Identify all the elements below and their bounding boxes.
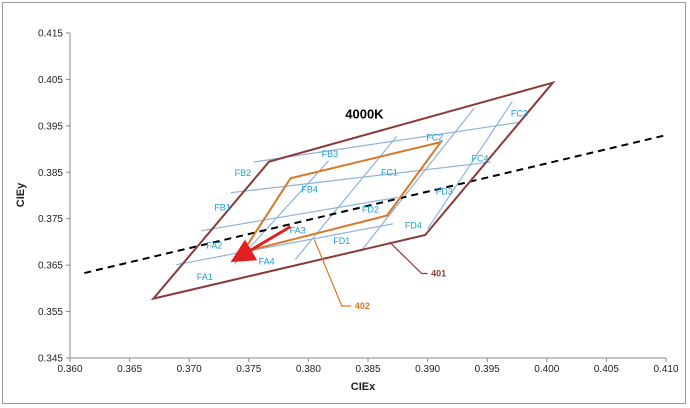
bin-boundary-line <box>230 161 491 194</box>
x-tick-label: 0.390 <box>415 364 440 375</box>
y-axis-title: CIEy <box>15 182 27 207</box>
red-arrow <box>230 225 292 263</box>
bin-label: FB3 <box>322 149 339 159</box>
x-axis-title: CIEx <box>351 381 376 393</box>
annotation-401: 401 <box>431 269 446 279</box>
bin-label: FC2 <box>426 132 443 142</box>
bin-label: FA4 <box>259 256 275 266</box>
bin-label: FC3 <box>511 108 528 118</box>
y-tick-label: 0.375 <box>38 214 63 225</box>
bin-boundary-line <box>201 196 398 232</box>
bin-boundary-line <box>175 223 394 266</box>
annotations: 4000K 401 402 <box>230 106 446 311</box>
bin-boundary-line <box>253 121 521 163</box>
x-tick-label: 0.380 <box>296 364 321 375</box>
x-tick-label: 0.410 <box>653 364 678 375</box>
x-tick-label: 0.360 <box>57 364 82 375</box>
bin-boundary-line <box>360 107 475 252</box>
bin-label: FC1 <box>381 167 398 177</box>
bin-label: FB4 <box>301 184 318 194</box>
y-tick-label: 0.355 <box>38 307 63 318</box>
bin-label: FB1 <box>214 203 231 213</box>
x-tick-label: 0.395 <box>475 364 500 375</box>
bin-label: FB2 <box>235 168 252 178</box>
y-tick-label: 0.405 <box>38 75 63 86</box>
axes: 0.360 0.365 0.370 0.375 0.380 0.385 0.390 0.395… <box>38 29 679 376</box>
inner-region-402 <box>240 140 444 254</box>
planckian-locus <box>84 134 667 275</box>
x-tick-label: 0.405 <box>594 364 619 375</box>
y-tick-label: 0.365 <box>38 261 63 272</box>
chart-frame <box>2 2 686 404</box>
bin-boundary-line <box>427 101 513 230</box>
bin-label: FD1 <box>333 236 350 246</box>
y-tick-label: 0.395 <box>38 121 63 132</box>
x-tick-label: 0.400 <box>534 364 559 375</box>
bin-label: FA3 <box>290 225 306 235</box>
regions <box>150 80 556 301</box>
leader-401 <box>389 241 428 275</box>
x-tick-label: 0.375 <box>236 364 261 375</box>
bin-label: FD3 <box>436 186 453 196</box>
x-tick-label: 0.365 <box>117 364 142 375</box>
y-tick-label: 0.415 <box>38 29 63 40</box>
x-tick-label: 0.385 <box>355 364 380 375</box>
bin-label: FA2 <box>206 241 222 251</box>
bin-labels: FA1 FA2 FA3 FA4 FB1 FB2 FB3 FB4 FC1 FC2 FC3 FC4 FD1 F… <box>197 108 528 281</box>
x-tick-label: 0.370 <box>177 364 202 375</box>
leader-402 <box>313 239 352 307</box>
bin-label: FD4 <box>405 221 422 231</box>
outer-region-401 <box>150 80 556 301</box>
annotation-402: 402 <box>355 301 370 311</box>
bin-label: FA1 <box>197 272 213 282</box>
y-tick-label: 0.345 <box>38 354 63 365</box>
annotation-4000k: 4000K <box>345 106 384 121</box>
planckian-locus-line <box>84 134 667 275</box>
bin-label: FD2 <box>362 204 379 214</box>
bin-label: FC4 <box>472 153 489 163</box>
y-tick-label: 0.385 <box>38 168 63 179</box>
